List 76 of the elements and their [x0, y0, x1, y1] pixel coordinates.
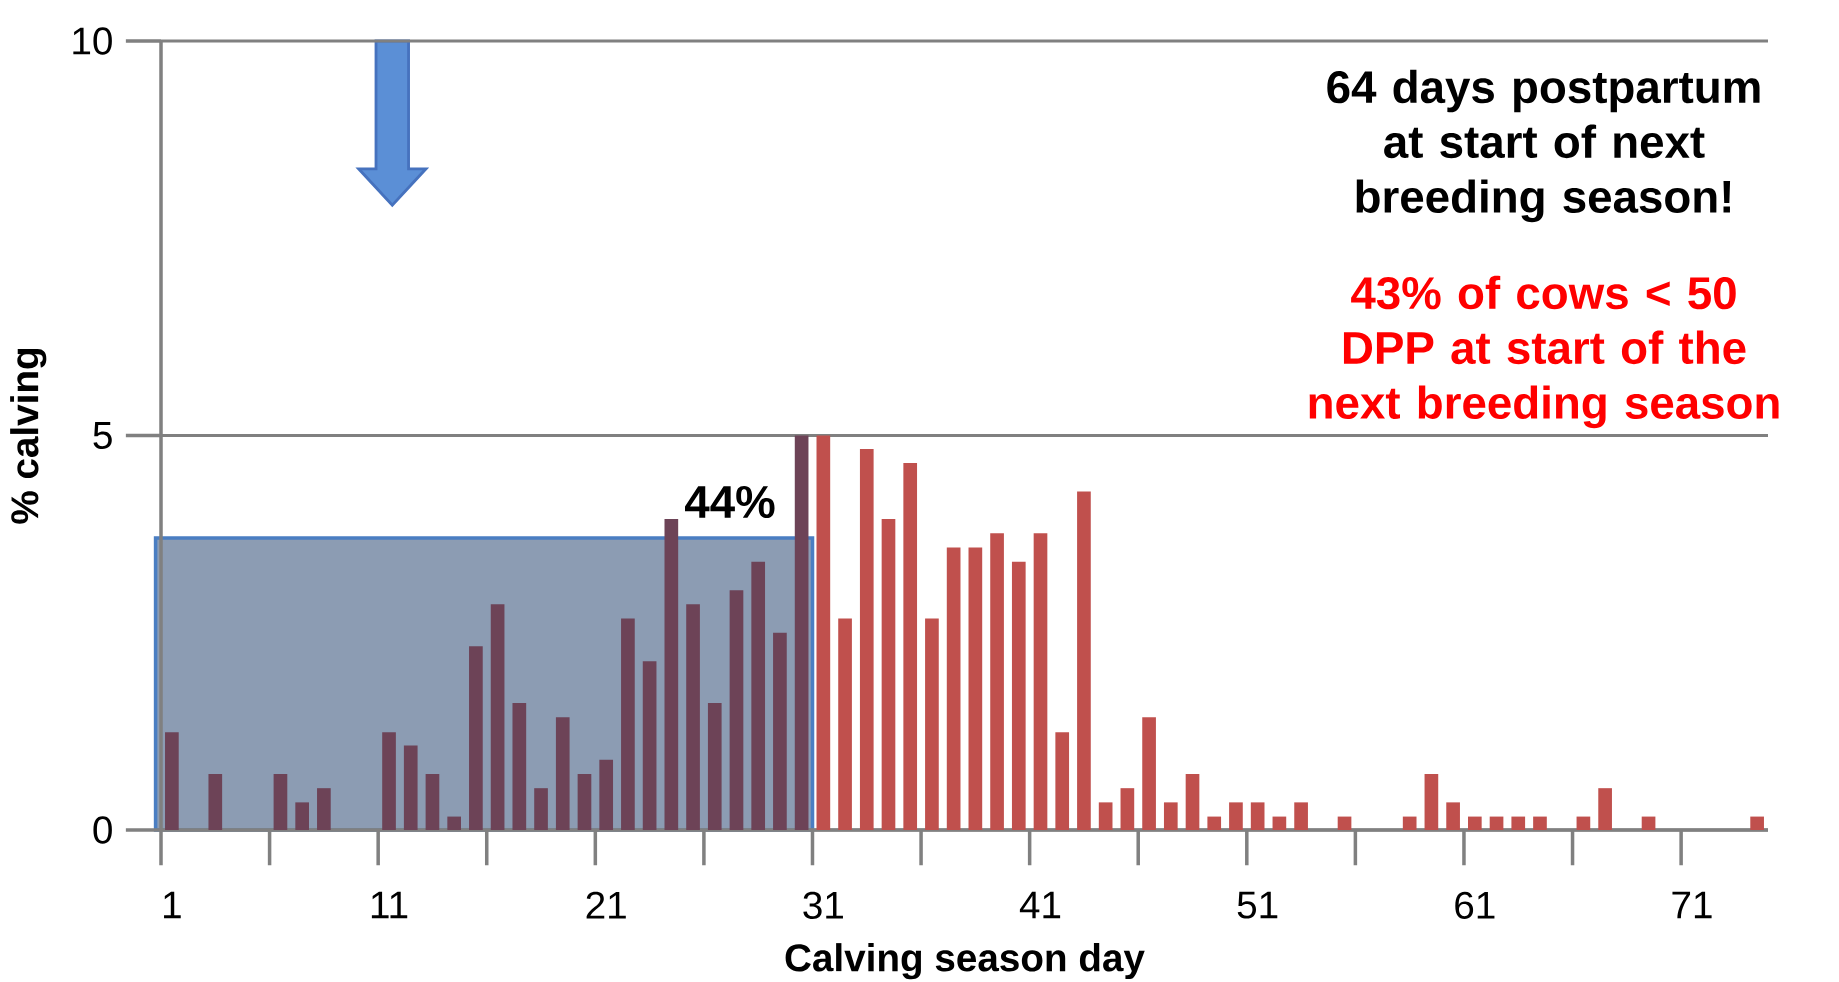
bar	[794, 435, 809, 830]
bar	[1446, 802, 1460, 830]
bar	[946, 547, 961, 830]
bar	[838, 618, 852, 830]
bar	[903, 463, 918, 830]
bar	[773, 632, 787, 830]
bar	[1576, 816, 1591, 830]
bar	[295, 802, 309, 830]
bar	[1098, 802, 1113, 830]
bar	[1641, 816, 1656, 830]
annotation: 44%	[685, 485, 775, 519]
bar	[1011, 561, 1026, 830]
bar	[881, 519, 896, 830]
x-tick-label: 11	[371, 891, 408, 919]
bar	[621, 618, 635, 830]
y-tick-label: 10	[73, 27, 112, 55]
x-tick-label: 41	[1019, 891, 1061, 919]
y-axis-title: % calving	[10, 348, 47, 524]
bar	[1077, 491, 1091, 830]
bar	[751, 561, 766, 830]
bar	[1185, 773, 1200, 830]
bar	[273, 773, 288, 830]
bar	[1142, 717, 1156, 830]
x-tick-label: 61	[1455, 891, 1495, 919]
y-tick-label: 5	[93, 422, 112, 449]
bar	[208, 773, 223, 830]
bar	[425, 773, 440, 830]
bar	[1272, 816, 1287, 830]
bar	[859, 448, 874, 830]
x-tick-label: 21	[586, 891, 626, 919]
bar	[403, 745, 418, 830]
bar	[555, 717, 570, 830]
bar	[686, 604, 700, 830]
bar	[1337, 816, 1352, 830]
x-axis-title: Calving season day	[785, 943, 1145, 980]
bar	[729, 590, 744, 830]
bar	[1402, 816, 1417, 830]
bar	[447, 816, 462, 830]
bar	[577, 773, 592, 830]
bar	[816, 435, 831, 830]
bar	[512, 702, 527, 830]
bar	[968, 547, 983, 830]
bar	[165, 732, 179, 830]
bar	[1120, 788, 1135, 830]
bar	[534, 788, 548, 830]
bar	[1294, 802, 1308, 830]
bar	[382, 732, 396, 830]
bar	[1055, 732, 1070, 830]
bar	[1424, 773, 1439, 830]
bar	[317, 788, 331, 830]
bar	[707, 702, 722, 830]
bar	[664, 519, 679, 830]
bar	[1467, 816, 1482, 830]
x-tick-label: 31	[803, 891, 843, 919]
y-tick-label: 0	[93, 816, 112, 844]
bar	[925, 618, 939, 830]
bar	[990, 533, 1004, 830]
bar	[1489, 816, 1504, 830]
bar	[1163, 802, 1178, 830]
annotation: 43% of cows < 50 DPP at start of the next breeding season	[1309, 275, 1779, 429]
bar	[469, 646, 483, 830]
bar	[1750, 816, 1764, 830]
bar	[1533, 816, 1547, 830]
bar	[1033, 533, 1048, 830]
x-tick-label: 1	[164, 891, 181, 919]
annotation: 64 days postpartum at start of next breeding season!	[1327, 69, 1760, 223]
bar	[1229, 802, 1243, 830]
bar	[1511, 816, 1526, 830]
bar	[1207, 816, 1222, 830]
x-tick-label: 51	[1237, 891, 1278, 919]
bar	[599, 759, 614, 830]
bar	[1250, 802, 1265, 830]
bar	[642, 661, 657, 830]
bar	[490, 604, 505, 830]
x-tick-label: 71	[1672, 891, 1712, 919]
bar	[1598, 788, 1612, 830]
